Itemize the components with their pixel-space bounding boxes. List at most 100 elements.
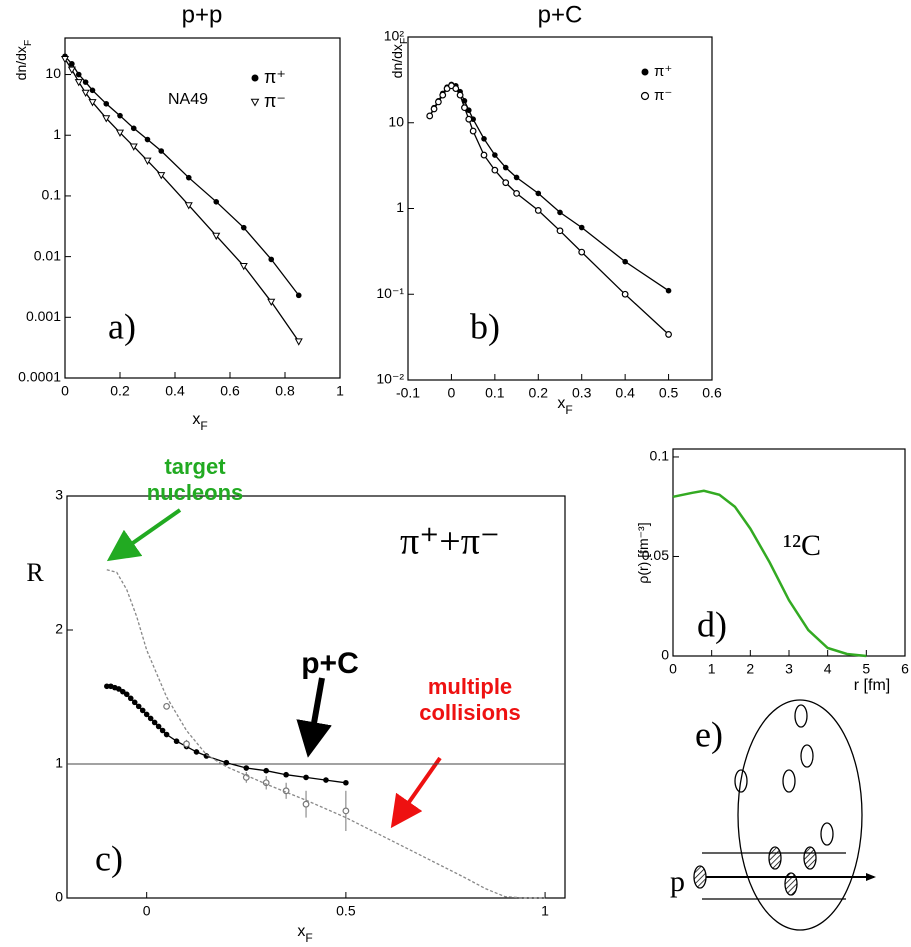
data-point: [556, 227, 564, 235]
axis-label: ρ(r) [fm⁻³]: [635, 522, 651, 583]
nucleon: [800, 744, 814, 768]
x-tick-label: 4: [824, 661, 832, 677]
series-line: [429, 85, 670, 335]
y-tick-label: 1: [396, 199, 404, 215]
x-tick-label: 0: [669, 661, 677, 677]
y-tick-label: 2: [55, 621, 63, 637]
panel-label: b): [470, 306, 500, 346]
data-point: [130, 125, 137, 132]
data-point: [185, 174, 192, 181]
data-point: [223, 759, 230, 766]
data-point: [69, 61, 75, 67]
data-point: [193, 749, 200, 755]
data-point: [439, 91, 447, 99]
data-point: [131, 699, 138, 706]
data-point: [502, 164, 509, 171]
axis-label-subscript: F: [22, 40, 34, 46]
y-tick-label: 10²: [384, 28, 405, 44]
data-point: [469, 127, 477, 135]
data-point: [302, 800, 310, 808]
data-point: [143, 157, 152, 165]
data-point: [159, 727, 166, 734]
x-tick-label: 0.1: [485, 385, 505, 401]
data-point: [123, 691, 130, 698]
axis-label: dn/dxF: [389, 38, 410, 79]
axis-label: xF: [192, 411, 207, 433]
data-point: [163, 702, 171, 710]
projectile-label: p: [670, 865, 685, 898]
arrow: [296, 677, 332, 758]
data-point: [183, 740, 190, 748]
data-point: [119, 688, 126, 695]
data-point: [513, 174, 520, 181]
data-point: [535, 190, 542, 197]
y-tick-label: 10⁻²: [376, 371, 404, 387]
annotation: π⁺+π⁻: [400, 521, 500, 563]
y-tick-label: 3: [55, 487, 63, 503]
data-point: [82, 79, 89, 85]
x-tick-label: 3: [785, 661, 793, 677]
axis-label: xF: [297, 923, 312, 945]
axis-label-text: ρ(r) [fm⁻³]: [635, 522, 651, 583]
plot-frame: [64, 37, 341, 379]
axis-label-text: x: [557, 395, 565, 412]
axis-label-text: dn/dx: [389, 44, 405, 78]
x-tick-label: 1: [336, 383, 344, 399]
hit-nucleon: [784, 872, 798, 896]
axis-label-subscript: F: [398, 38, 410, 44]
arrow: [390, 756, 442, 829]
axis-label: R: [26, 558, 44, 587]
data-point: [283, 771, 289, 778]
data-point: [461, 104, 468, 112]
data-point: [452, 85, 460, 93]
legend-label: π⁺: [654, 63, 672, 80]
annotation: NA49: [168, 91, 208, 108]
x-tick-label: 5: [862, 661, 870, 677]
data-point: [295, 292, 302, 299]
data-point: [534, 207, 542, 214]
panel-title: p+C: [538, 1, 583, 28]
y-tick-label: 0.01: [34, 247, 61, 263]
axis-label-subscript: F: [305, 931, 312, 945]
panel-label: e): [695, 714, 723, 754]
data-point: [239, 262, 248, 271]
projectile-proton: [693, 865, 707, 889]
y-tick-label: 10: [45, 65, 61, 81]
data-point: [89, 87, 96, 94]
data-point: [426, 112, 434, 120]
x-tick-label: 1: [708, 661, 716, 677]
axis-label: dn/dxF: [13, 40, 34, 81]
data-point: [103, 100, 110, 107]
panel-title: p+p: [182, 1, 223, 28]
data-point: [115, 129, 125, 137]
data-point: [75, 71, 82, 78]
data-point: [127, 695, 134, 702]
y-tick-label: 10⁻¹: [376, 285, 404, 301]
data-point: [491, 166, 499, 174]
panel-label: d): [697, 604, 727, 644]
x-tick-label: 6: [901, 661, 909, 677]
y-tick-label: 1: [53, 126, 61, 142]
y-tick-label: 0.1: [42, 187, 62, 203]
x-tick-label: 1: [541, 903, 549, 919]
axis-label-text: x: [297, 923, 305, 940]
data-point: [102, 115, 111, 123]
data-point: [135, 703, 142, 710]
data-point: [129, 143, 138, 151]
x-tick-label: -0.1: [396, 385, 420, 401]
nucleus: [737, 699, 863, 931]
data-point: [81, 89, 90, 98]
nucleon: [782, 769, 796, 793]
x-tick-label: 0.3: [572, 385, 592, 401]
data-point: [513, 190, 520, 197]
x-tick-label: 0.6: [702, 385, 722, 401]
data-point: [480, 151, 488, 159]
data-point: [158, 148, 165, 154]
data-point: [342, 807, 350, 815]
data-point: [67, 66, 76, 74]
x-tick-label: 0.2: [529, 385, 549, 401]
data-point: [60, 55, 70, 64]
y-tick-label: 0: [661, 647, 669, 663]
data-point: [151, 719, 158, 726]
data-point: [622, 258, 628, 265]
